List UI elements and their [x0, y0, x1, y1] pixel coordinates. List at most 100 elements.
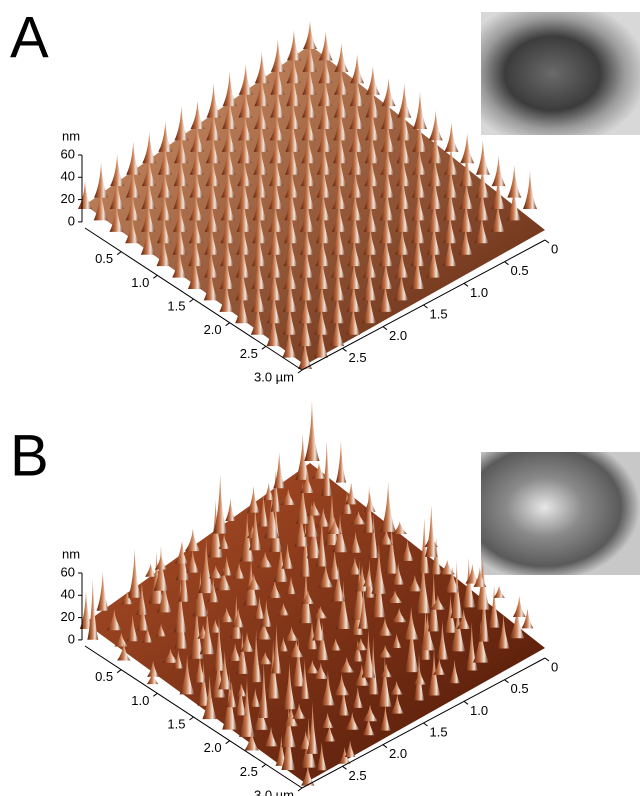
peak — [221, 140, 236, 175]
peak — [237, 127, 252, 164]
peak — [173, 577, 187, 633]
peak — [173, 152, 188, 187]
peak — [348, 557, 362, 575]
z-tick-label: 60 — [61, 146, 75, 161]
peak — [346, 279, 361, 312]
peak — [238, 64, 253, 95]
peak — [349, 531, 362, 553]
peak — [331, 219, 346, 255]
peak — [267, 265, 282, 301]
peak — [226, 681, 237, 708]
peak — [235, 288, 250, 324]
peak — [426, 242, 441, 278]
peak — [269, 133, 284, 164]
peak — [381, 91, 396, 129]
tick — [116, 251, 122, 256]
peak — [302, 37, 317, 72]
tick — [225, 322, 230, 327]
peak — [220, 235, 235, 267]
peak — [430, 595, 446, 610]
peak — [427, 569, 440, 632]
peak — [443, 211, 457, 244]
peak — [314, 281, 329, 312]
peak — [236, 683, 247, 697]
peak — [371, 543, 387, 594]
peak — [267, 580, 282, 598]
peak — [365, 65, 380, 95]
tick — [297, 787, 303, 792]
peak — [348, 141, 363, 175]
peak — [205, 154, 220, 187]
peak — [192, 571, 209, 617]
peak — [96, 571, 109, 611]
peak — [298, 337, 312, 369]
peak — [285, 137, 300, 175]
peak — [281, 543, 294, 569]
peak — [347, 235, 362, 267]
peak — [249, 503, 262, 551]
peak — [465, 564, 480, 584]
peak — [306, 501, 322, 516]
panel-label: B — [10, 423, 49, 488]
peak — [395, 193, 410, 232]
peak — [173, 171, 188, 209]
peak — [358, 585, 369, 629]
inset-photo — [481, 12, 640, 135]
peak — [512, 596, 526, 618]
peak — [349, 95, 364, 129]
peak — [219, 607, 234, 623]
peak — [141, 197, 156, 232]
peak — [197, 660, 210, 706]
peak — [273, 543, 289, 582]
peak — [392, 521, 407, 535]
peak — [300, 172, 315, 209]
x-tick-label: 2.5 — [240, 764, 258, 779]
x-tick-label: 3.0 µm — [254, 787, 294, 796]
tick — [225, 740, 230, 745]
y-tick-label: 0 — [551, 241, 558, 256]
peak — [493, 585, 505, 598]
peak — [238, 112, 252, 141]
peak — [157, 167, 172, 198]
z-tick-label: 20 — [61, 609, 75, 624]
peak — [306, 701, 319, 754]
peak — [330, 263, 345, 301]
peak — [216, 567, 232, 591]
peak — [458, 224, 473, 255]
peak — [304, 400, 320, 462]
peak — [380, 663, 393, 678]
peak — [443, 164, 458, 198]
peak — [411, 189, 426, 221]
peak — [286, 53, 301, 84]
peak — [189, 191, 204, 221]
peak — [379, 183, 394, 221]
tick — [261, 763, 267, 768]
peak — [428, 125, 443, 164]
peak — [300, 195, 315, 232]
peak — [348, 190, 362, 221]
peak — [347, 206, 362, 244]
peak — [213, 616, 225, 671]
x-tick-label: 0.5 — [95, 669, 113, 684]
peak — [79, 591, 93, 630]
tick — [463, 700, 469, 705]
peak — [299, 225, 314, 255]
peak — [270, 470, 281, 512]
peak — [213, 474, 228, 534]
peak — [300, 152, 315, 187]
peak — [141, 153, 156, 187]
peak — [331, 565, 345, 602]
peak — [244, 729, 259, 751]
peak — [299, 730, 312, 750]
peak — [412, 146, 427, 175]
peak — [254, 52, 269, 84]
peak — [378, 281, 393, 312]
z-tick-label: 20 — [61, 191, 75, 206]
peak — [298, 309, 313, 347]
peak — [394, 249, 409, 278]
peak — [379, 704, 391, 731]
peak — [344, 740, 356, 758]
peak — [301, 110, 316, 141]
peak — [350, 54, 365, 84]
peak — [236, 173, 251, 209]
